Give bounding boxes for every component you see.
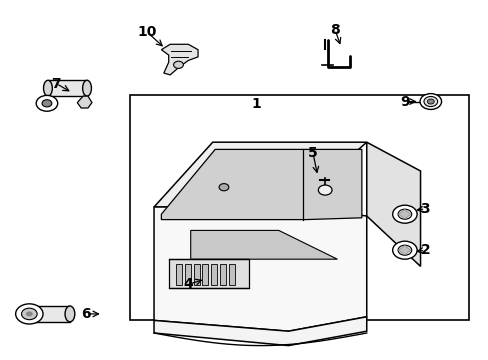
Polygon shape <box>366 142 420 266</box>
Circle shape <box>392 241 416 259</box>
Circle shape <box>16 304 43 324</box>
Ellipse shape <box>82 80 91 96</box>
Circle shape <box>26 311 33 316</box>
Text: 1: 1 <box>251 98 261 111</box>
Bar <box>228 264 234 285</box>
Polygon shape <box>190 230 337 259</box>
Text: 8: 8 <box>329 23 339 36</box>
Bar <box>33 306 70 322</box>
Circle shape <box>219 184 228 191</box>
Circle shape <box>36 95 58 111</box>
Bar <box>48 80 87 96</box>
Bar <box>176 264 182 285</box>
Polygon shape <box>168 259 249 288</box>
Text: 3: 3 <box>420 202 429 216</box>
Circle shape <box>423 96 437 107</box>
Polygon shape <box>161 149 361 220</box>
Polygon shape <box>398 210 410 219</box>
Bar <box>193 264 199 285</box>
Bar <box>202 264 208 285</box>
Circle shape <box>419 94 441 109</box>
Circle shape <box>392 205 416 223</box>
Circle shape <box>173 61 183 68</box>
Text: 6: 6 <box>81 307 90 321</box>
Polygon shape <box>398 246 410 255</box>
Ellipse shape <box>28 306 38 322</box>
Circle shape <box>397 245 411 255</box>
Circle shape <box>427 99 433 104</box>
Polygon shape <box>77 96 92 108</box>
Circle shape <box>397 209 411 219</box>
Circle shape <box>42 100 52 107</box>
Polygon shape <box>154 142 366 207</box>
Polygon shape <box>154 207 366 331</box>
Bar <box>220 264 225 285</box>
Circle shape <box>21 308 37 320</box>
Ellipse shape <box>65 306 75 322</box>
Text: 4: 4 <box>183 278 193 291</box>
Circle shape <box>318 185 331 195</box>
Bar <box>211 264 217 285</box>
Polygon shape <box>161 44 198 75</box>
Bar <box>184 264 190 285</box>
Polygon shape <box>154 317 366 346</box>
Text: 9: 9 <box>399 95 409 108</box>
Text: 10: 10 <box>137 25 156 39</box>
Text: 5: 5 <box>307 146 317 160</box>
Text: 2: 2 <box>420 243 429 257</box>
Text: 7: 7 <box>51 77 61 90</box>
Bar <box>129 95 468 320</box>
Ellipse shape <box>43 80 52 96</box>
